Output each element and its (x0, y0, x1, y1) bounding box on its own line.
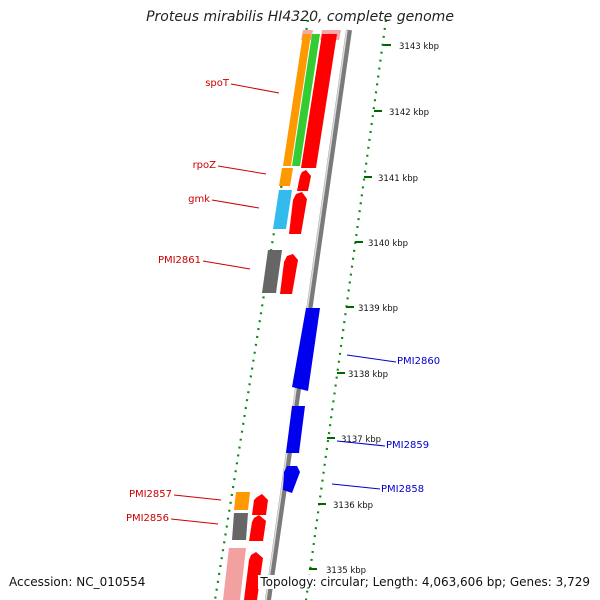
gene-label-rpoz: rpoZ (193, 160, 217, 171)
tick-label: 3140 kbp (368, 239, 408, 249)
gene-rpoz-red-arrow (297, 170, 311, 191)
tick-label: 3143 kbp (399, 42, 439, 52)
tick-label: 3141 kbp (378, 174, 418, 184)
leader-line (230, 83, 280, 94)
leader-line (211, 199, 260, 209)
gene-pink-bottom (223, 548, 246, 600)
gene-pmi2860-blue (292, 308, 320, 391)
accession-label: Accession: NC_010554 (9, 575, 146, 589)
gene-pmi2857-red (252, 494, 268, 515)
gene-gmk-red (289, 192, 307, 234)
tick-label: 3136 kbp (333, 501, 373, 511)
gene-spot-orange (283, 34, 311, 166)
map-title: Proteus mirabilis HI4320, complete genom… (146, 9, 454, 25)
leader-line (202, 260, 251, 270)
tick-label: 3138 kbp (348, 370, 388, 380)
leader-line (217, 165, 267, 175)
gene-label-pmi2860: PMI2860 (397, 356, 440, 367)
gene-rpoz-orange (279, 168, 293, 186)
gene-label-gmk: gmk (188, 194, 210, 205)
tick-label: 3137 kbp (341, 435, 381, 445)
gene-label-spot: spoT (205, 78, 230, 89)
gene-labels-right: PMI2860 PMI2859 PMI2858 (331, 354, 440, 495)
gene-label-pmi2856: PMI2856 (126, 513, 169, 524)
outer-ring-right (304, 19, 388, 600)
topology-label: Topology: circular; Length: 4,063,606 bp… (258, 575, 590, 589)
gene-labels-left: spoT rpoZ gmk PMI2861 PMI2857 PMI2856 (126, 78, 280, 525)
tick-label: 3135 kbp (326, 566, 366, 576)
gene-spot-red (301, 34, 337, 168)
gene-label-pmi2861: PMI2861 (158, 255, 201, 266)
gene-spot-green (292, 34, 320, 166)
tick-label: 3142 kbp (389, 108, 429, 118)
leader-line (170, 518, 219, 525)
gene-red-bottom (244, 552, 263, 600)
gene-pmi2858-blue (283, 466, 300, 493)
tick-marks (309, 44, 391, 570)
gene-pmi2857-orange (234, 492, 250, 510)
gene-gmk-cyan (273, 190, 292, 229)
gene-pmi2856-red (249, 515, 266, 541)
tick-label: 3139 kbp (358, 304, 398, 314)
gene-pmi2859-blue (286, 406, 305, 453)
gene-pmi2856-gray (232, 513, 248, 540)
tick-labels: 3143 kbp 3142 kbp 3141 kbp 3140 kbp 3139… (326, 42, 439, 576)
leader-line (173, 494, 222, 501)
leader-line (346, 354, 397, 363)
gene-label-pmi2859: PMI2859 (386, 440, 429, 451)
leader-line (336, 440, 386, 447)
leader-line (331, 483, 381, 490)
gene-pmi2861-red (280, 254, 298, 294)
gene-pmi2861-gray (262, 250, 282, 293)
gene-label-pmi2857: PMI2857 (129, 489, 172, 500)
gene-label-pmi2858: PMI2858 (381, 484, 424, 495)
